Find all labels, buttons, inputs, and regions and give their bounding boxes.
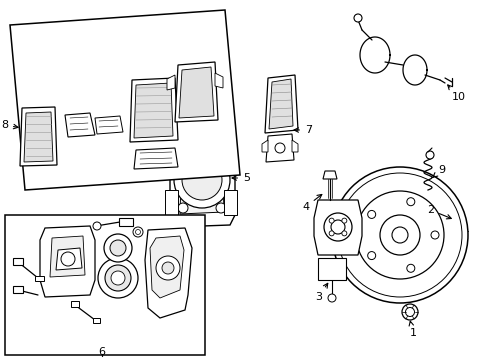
Circle shape [178,203,187,213]
Polygon shape [164,190,178,215]
Polygon shape [134,83,173,138]
Circle shape [367,252,375,260]
Polygon shape [40,226,95,297]
Polygon shape [65,113,95,137]
Text: 3: 3 [314,283,327,302]
Text: 9: 9 [432,165,444,177]
Circle shape [406,264,414,272]
Circle shape [324,213,351,241]
Text: 10: 10 [447,85,465,102]
Text: 2: 2 [426,205,450,219]
Circle shape [174,152,229,208]
Bar [5,215,204,355]
Polygon shape [179,67,214,118]
Polygon shape [20,107,57,166]
Text: 8: 8 [1,120,18,130]
Circle shape [93,222,101,230]
Circle shape [328,218,333,223]
Polygon shape [224,148,237,170]
Polygon shape [56,248,82,270]
Circle shape [133,227,142,237]
Circle shape [425,151,433,159]
Polygon shape [264,75,297,133]
Circle shape [331,167,467,303]
Polygon shape [150,236,183,298]
Circle shape [274,143,285,153]
Circle shape [105,265,131,291]
Circle shape [156,256,180,280]
Circle shape [406,198,414,206]
Bar [119,218,133,226]
Polygon shape [180,146,224,214]
Polygon shape [291,140,297,152]
Circle shape [178,147,187,157]
Polygon shape [134,148,178,169]
Circle shape [355,191,443,279]
Circle shape [353,14,361,22]
Polygon shape [215,73,223,88]
Bar [317,258,346,280]
Circle shape [391,227,407,243]
Circle shape [379,215,419,255]
Bar [13,258,23,265]
Circle shape [401,304,417,320]
Bar [35,276,44,281]
Polygon shape [323,171,336,179]
Circle shape [328,231,333,236]
Polygon shape [262,140,267,152]
Circle shape [327,294,335,302]
Circle shape [330,220,345,234]
Polygon shape [170,133,235,227]
Polygon shape [10,10,240,190]
Circle shape [216,145,225,155]
Text: 7: 7 [293,125,311,135]
Circle shape [341,231,346,236]
Text: 1: 1 [408,321,416,338]
Circle shape [216,203,225,213]
Polygon shape [24,112,53,162]
Polygon shape [268,79,292,129]
Polygon shape [313,200,361,255]
Circle shape [430,231,438,239]
Polygon shape [50,236,85,277]
Circle shape [162,262,174,274]
Circle shape [182,160,222,200]
Bar [93,318,100,323]
Polygon shape [224,190,237,215]
Circle shape [341,218,346,223]
Polygon shape [265,134,293,162]
Text: 6: 6 [98,347,105,357]
Circle shape [135,230,140,234]
Polygon shape [145,228,192,318]
Bar [71,301,79,307]
Text: 5: 5 [231,173,249,183]
Polygon shape [95,116,123,134]
Circle shape [61,252,75,266]
Polygon shape [167,75,175,90]
Circle shape [110,240,126,256]
Bar [13,286,23,293]
Polygon shape [164,148,178,170]
Text: 4: 4 [302,194,321,212]
Circle shape [111,271,125,285]
Polygon shape [175,62,218,122]
Circle shape [337,173,461,297]
Circle shape [367,211,375,219]
Circle shape [98,258,138,298]
Circle shape [104,234,132,262]
Polygon shape [130,78,178,142]
Circle shape [405,307,414,316]
